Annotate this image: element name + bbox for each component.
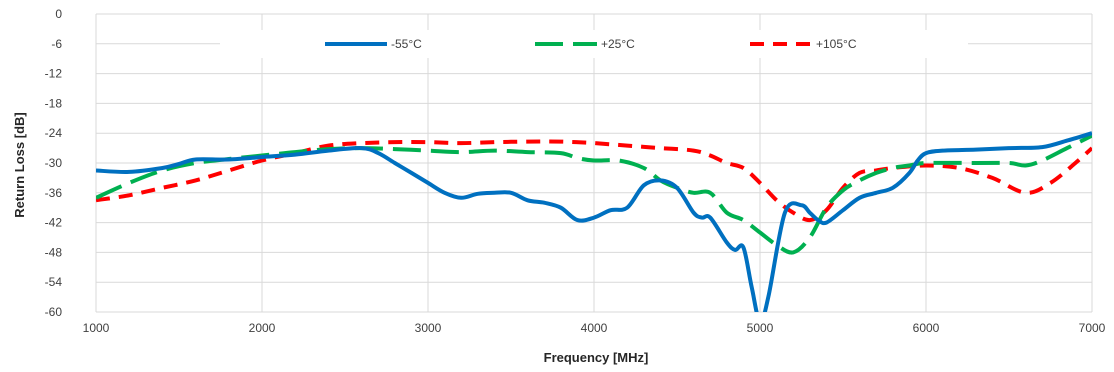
y-tick-label: -18 <box>45 96 63 110</box>
x-tick-labels: 1000 2000 3000 4000 5000 6000 7000 <box>83 321 1106 335</box>
legend-label: +25°C <box>601 37 635 51</box>
y-tick-labels: 0 -6 -12 -18 -24 -30 -36 -42 -48 -54 -60 <box>45 7 63 319</box>
series-line <box>96 131 1092 312</box>
x-tick-label: 7000 <box>1079 321 1106 335</box>
x-axis-title: Frequency [MHz] <box>544 350 649 365</box>
y-tick-label: -54 <box>45 275 63 289</box>
y-tick-label: 0 <box>55 7 62 21</box>
y-tick-label: -48 <box>45 245 63 259</box>
plot-area <box>96 131 1092 312</box>
y-tick-label: -42 <box>45 216 63 230</box>
x-tick-label: 2000 <box>249 321 276 335</box>
x-tick-label: 5000 <box>747 321 774 335</box>
legend-label: +105°C <box>816 37 857 51</box>
x-tick-label: 1000 <box>83 321 110 335</box>
legend-label: -55°C <box>391 37 422 51</box>
y-tick-label: -6 <box>51 37 62 51</box>
grid-lines <box>95 13 1093 313</box>
x-tick-label: 4000 <box>581 321 608 335</box>
y-tick-label: -30 <box>45 156 63 170</box>
y-tick-label: -12 <box>45 67 63 81</box>
legend: -55°C +25°C +105°C <box>220 30 968 58</box>
y-tick-label: -36 <box>45 186 63 200</box>
y-axis-title: Return Loss [dB] <box>12 112 27 217</box>
y-tick-label: -60 <box>45 305 63 319</box>
x-tick-label: 3000 <box>415 321 442 335</box>
y-tick-label: -24 <box>45 126 63 140</box>
x-tick-label: 6000 <box>913 321 940 335</box>
